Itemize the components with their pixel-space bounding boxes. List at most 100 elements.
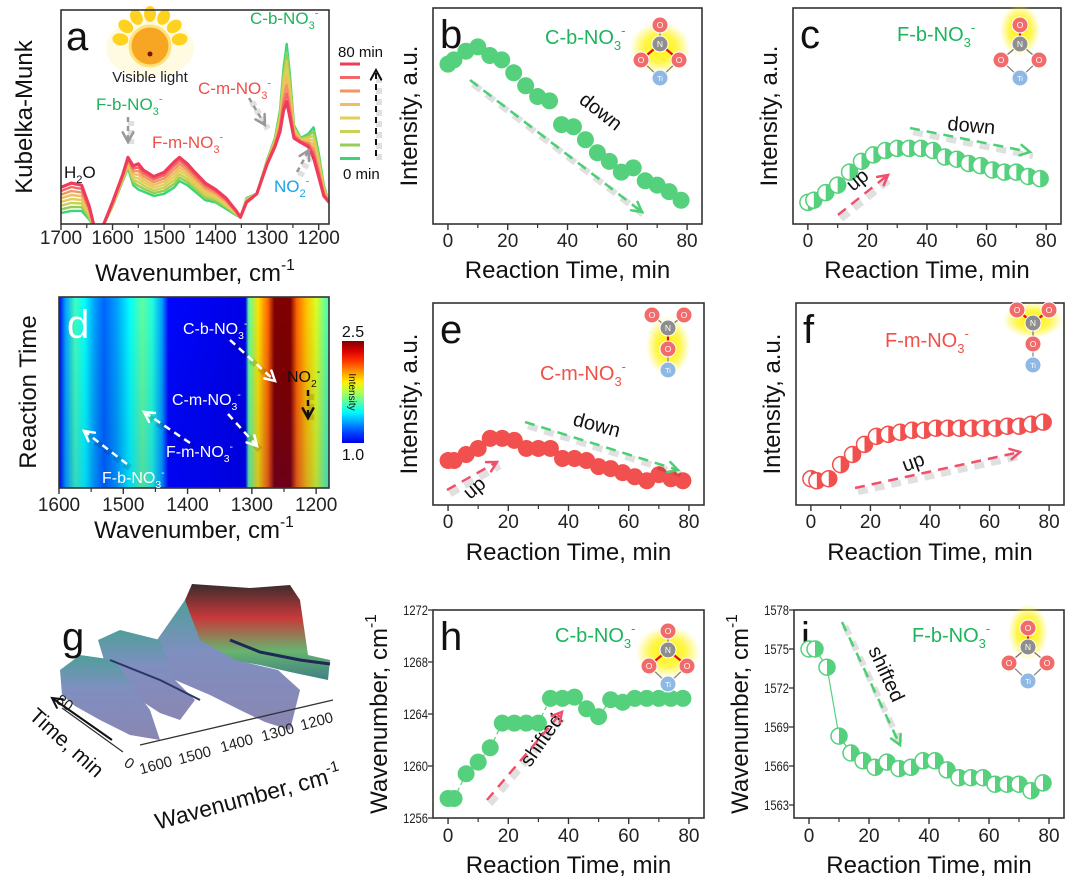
text-part: 2 (300, 188, 306, 200)
trend-arrow-down (909, 126, 1034, 160)
sun-mouth (147, 51, 153, 57)
arrow-head (121, 131, 135, 145)
oxygen-atom: O (659, 622, 677, 640)
x-tick-label: 60 (617, 231, 638, 252)
data-point (674, 472, 692, 490)
surface-ridge-left (60, 655, 160, 740)
arrow-head (254, 112, 267, 128)
arrow-shaft (840, 621, 902, 746)
marker-fill (849, 164, 858, 181)
data-points (799, 139, 1049, 212)
text-part: C-b-NO (250, 9, 309, 28)
data-point (541, 439, 559, 457)
data-point (457, 765, 475, 783)
atom-label: O (649, 310, 656, 320)
sun-ray (157, 9, 171, 25)
atom-label: O (646, 661, 653, 671)
text-part: - (159, 93, 163, 105)
species-label: C-b-NO3- (555, 621, 635, 651)
x-axis-title: Reaction Time, min (826, 852, 1031, 879)
y-tick-label: 1256 (403, 811, 428, 826)
x-tick-label: 60 (976, 231, 997, 252)
atom-label: O (681, 310, 688, 320)
text-part: 3 (224, 454, 230, 465)
spectra-group (61, 42, 329, 224)
atom-circle (1019, 638, 1037, 656)
x-tick-label: 40 (918, 826, 939, 847)
data-point (541, 92, 559, 110)
atom-label: O (665, 344, 672, 354)
data-point (493, 51, 511, 69)
plot-frame-a (60, 9, 330, 225)
x-tick-label: 1600 (91, 228, 133, 249)
atom-circle (659, 675, 677, 693)
x-tick-label: 20 (498, 826, 519, 847)
text-part: F-b-NO (897, 24, 964, 46)
atom-label: O (1017, 20, 1024, 30)
x-tick-label: 20 (857, 231, 878, 252)
x-tick-label: 40 (558, 826, 579, 847)
x-tick-label: 1400 (219, 731, 256, 756)
nitrogen-atom: N (1024, 314, 1042, 332)
colorbar-min-label: 1.0 (342, 447, 364, 464)
arrow-shadow (912, 128, 1034, 160)
arrow-shadow (842, 624, 906, 751)
x-axis-title: Wavenumber, cm-1 (95, 257, 295, 287)
arrow-head (629, 200, 645, 214)
text-part: C-m-NO (198, 79, 261, 98)
oxygen-atom: O (643, 306, 661, 324)
text-part: C-b-NO (545, 27, 614, 49)
atom-label: O (1006, 658, 1013, 668)
x-tick-label: 0 (443, 512, 454, 533)
annotation-arrow (81, 429, 132, 471)
half-filled-marker (1022, 781, 1040, 800)
annotation-arrow (295, 147, 315, 178)
text-part: - (631, 621, 635, 636)
data-point (600, 152, 618, 170)
atom-label: O (657, 20, 664, 30)
legend-top-label: 80 min (338, 44, 383, 61)
x-tick-label: 20 (858, 826, 879, 847)
annotation-f-m-no3: F-m-NO3- (152, 131, 224, 156)
x-tick-label: 60 (618, 512, 639, 533)
atom-label: N (665, 645, 671, 655)
half-filled-marker (818, 658, 836, 676)
surface-shadow-line (109, 659, 201, 701)
oxygen-atom: O (651, 16, 669, 34)
arrow-head (889, 732, 902, 748)
text-part: F-m-NO (152, 133, 213, 152)
titanium-atom: Ti (1011, 69, 1029, 87)
x-tick-label: 80 (1036, 231, 1057, 252)
text-part: NO (274, 177, 300, 196)
x-axis-title: Wavenumber, cm-1 (152, 758, 344, 835)
text-part: C-m-NO (172, 392, 232, 409)
atom-circle (659, 340, 677, 358)
annotation-f-m-no3: F-m-NO3- (166, 442, 233, 465)
text-part: NO (287, 369, 311, 386)
arrow-shaft (51, 697, 113, 741)
x-tick-label: 1300 (231, 495, 273, 516)
arrow-head (298, 147, 311, 163)
panel-letter: a (66, 15, 89, 59)
atom-circle (651, 35, 669, 53)
text-part: F-b-NO (912, 625, 979, 647)
atom-circle (678, 657, 696, 675)
annotation-h2o: H2O (64, 163, 96, 186)
marker-fill (828, 470, 837, 487)
time-axis-arrow (50, 696, 113, 741)
data-point (505, 431, 523, 449)
text-part: -1 (324, 758, 341, 778)
oxygen-atom: O (1038, 654, 1056, 672)
titanium-atom: Ti (1024, 356, 1042, 374)
x-tick-label: 20 (860, 512, 881, 533)
oxygen-atom: O (1008, 301, 1026, 319)
surface-shadow-line (229, 638, 331, 666)
arrow-shaft (524, 420, 679, 472)
atom-circle (1024, 314, 1042, 332)
y-tick-label: 0 (121, 754, 138, 773)
y-axis-title: Reaction Time (15, 315, 42, 468)
text-part: O (82, 163, 95, 182)
oxygen-atom: O (659, 340, 677, 358)
y-axis-title: Intensity, a.u. (396, 46, 423, 187)
atom-label: N (665, 323, 671, 333)
